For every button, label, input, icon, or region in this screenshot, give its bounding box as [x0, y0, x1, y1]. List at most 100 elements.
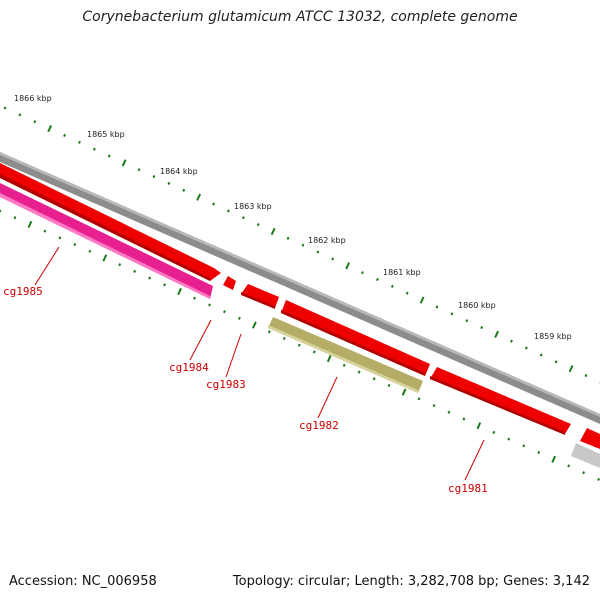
label-cg1981[interactable]: cg1981	[448, 482, 488, 495]
ruler-minor-tick	[375, 277, 379, 282]
leader-cg1982	[317, 376, 338, 419]
inner-minor-tick	[223, 310, 226, 314]
ruler-minor-tick	[212, 202, 215, 206]
ruler-ticks	[3, 106, 600, 384]
ruler-major-tick	[196, 193, 202, 201]
ruler-label: 1859 kbp	[534, 332, 572, 341]
ruler-minor-tick	[405, 291, 409, 295]
ruler-minor-tick	[361, 271, 364, 275]
inner-minor-tick	[193, 296, 196, 300]
inner-major-tick	[177, 287, 182, 296]
ruler-major-tick	[121, 159, 127, 167]
label-cg1982[interactable]: cg1982	[299, 419, 339, 432]
inner-minor-tick	[297, 343, 301, 347]
inner-major-tick	[252, 321, 257, 329]
ruler-label: 1865 kbp	[87, 130, 125, 139]
inner-major-tick	[102, 254, 108, 262]
leader-cg1983	[225, 333, 242, 378]
ruler-minor-tick	[584, 373, 588, 378]
inner-minor-tick	[118, 263, 122, 267]
ruler-minor-tick	[286, 236, 290, 240]
cds-cg1984[interactable]	[241, 284, 279, 309]
ruler-minor-tick	[182, 188, 186, 192]
inner-minor-tick	[537, 450, 541, 455]
ruler-minor-tick	[63, 133, 67, 137]
inner-major-tick	[27, 220, 33, 229]
ruler-minor-tick	[390, 284, 394, 288]
inner-minor-tick	[492, 430, 496, 434]
ruler-minor-tick	[137, 168, 141, 172]
inner-minor-tick	[163, 283, 167, 287]
ruler-label: 1863 kbp	[234, 202, 272, 211]
ruler-minor-tick	[33, 120, 37, 124]
inner-major-tick	[551, 455, 557, 463]
ruler-label: 1864 kbp	[160, 167, 198, 176]
inner-minor-tick	[462, 417, 466, 421]
ruler-minor-tick	[78, 140, 81, 144]
ruler-minor-tick	[241, 216, 245, 220]
cds-cg1981[interactable]	[430, 367, 571, 435]
label-cg1983[interactable]: cg1983	[206, 378, 246, 391]
inner-minor-tick	[58, 236, 62, 240]
ruler-minor-tick	[465, 319, 469, 323]
ruler-minor-tick	[524, 346, 528, 350]
inner-minor-tick	[342, 363, 346, 367]
ruler-minor-tick	[435, 305, 439, 309]
topology-text: Topology: circular; Length: 3,282,708 bp…	[232, 574, 590, 589]
cds-cg1985[interactable]	[0, 183, 213, 299]
inner-major-tick	[401, 388, 407, 396]
ruler-minor-tick	[554, 360, 558, 364]
ruler-minor-tick	[152, 175, 156, 179]
ruler-major-tick	[47, 124, 53, 133]
inner-major-tick	[326, 355, 332, 363]
leader-cg1984	[189, 319, 212, 361]
inner-minor-tick	[133, 269, 137, 273]
inner-minor-tick	[73, 242, 77, 247]
inner-minor-tick	[267, 330, 271, 334]
ruler-label: 1860 kbp	[458, 301, 496, 310]
inner-minor-tick	[282, 336, 286, 341]
accession-text: Accession: NC_006958	[9, 574, 157, 589]
leader-cg1985	[34, 246, 60, 286]
label-cg1985[interactable]: cg1985	[3, 285, 43, 298]
ruler-major-tick	[419, 296, 425, 304]
cds-cg1982[interactable]	[268, 317, 423, 393]
ruler-minor-tick	[18, 113, 22, 117]
ruler-minor-tick	[107, 154, 111, 158]
inner-minor-tick	[522, 444, 526, 448]
ruler-labels: 1866 kbp 1865 kbp 1864 kbp 1863 kbp 1862 kbp…	[14, 94, 572, 341]
inner-major-tick	[476, 422, 482, 430]
inner-minor-tick	[447, 410, 451, 414]
genome-backbone-highlight	[0, 152, 600, 417]
ruler-minor-tick	[316, 250, 320, 254]
inner-minor-tick	[148, 276, 152, 280]
ruler-label: 1861 kbp	[383, 268, 421, 277]
inner-minor-tick	[432, 404, 436, 408]
ruler-minor-tick	[227, 209, 230, 213]
ruler-minor-tick	[256, 223, 260, 227]
inner-ticks	[0, 209, 600, 481]
ruler-minor-tick	[92, 147, 96, 151]
inner-minor-tick	[88, 249, 92, 253]
ruler-minor-tick	[167, 181, 171, 186]
cds-cg1983[interactable]	[281, 300, 430, 376]
ruler-major-tick	[494, 330, 499, 338]
cds-forward-1[interactable]	[0, 163, 221, 281]
inner-minor-tick	[208, 303, 211, 307]
inner-minor-tick	[13, 216, 17, 220]
ruler-major-tick	[568, 365, 574, 373]
ruler-minor-tick	[3, 106, 7, 110]
cds-forward-2[interactable]	[223, 276, 236, 290]
inner-minor-tick	[372, 377, 376, 381]
label-cg1984[interactable]: cg1984	[169, 361, 209, 374]
inner-minor-tick	[387, 383, 391, 387]
ruler-minor-tick	[510, 339, 513, 343]
ruler-minor-tick	[450, 312, 454, 316]
ruler-label: 1862 kbp	[308, 236, 346, 245]
inner-minor-tick	[312, 350, 316, 354]
inner-minor-tick	[567, 464, 571, 468]
feature-grey[interactable]	[571, 443, 600, 468]
cds-forward-end[interactable]	[580, 428, 600, 449]
ruler-major-tick	[345, 262, 350, 270]
